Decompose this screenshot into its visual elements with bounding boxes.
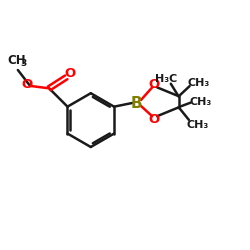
Text: CH: CH xyxy=(7,54,26,67)
Text: O: O xyxy=(21,78,32,91)
Text: H₃C: H₃C xyxy=(155,74,177,84)
Text: CH₃: CH₃ xyxy=(186,120,209,130)
Text: CH₃: CH₃ xyxy=(190,97,212,107)
Text: CH₃: CH₃ xyxy=(188,78,210,88)
Text: O: O xyxy=(64,68,75,80)
Text: B: B xyxy=(131,96,142,110)
Text: O: O xyxy=(148,78,160,91)
Text: O: O xyxy=(148,113,160,126)
Text: 3: 3 xyxy=(20,59,26,68)
